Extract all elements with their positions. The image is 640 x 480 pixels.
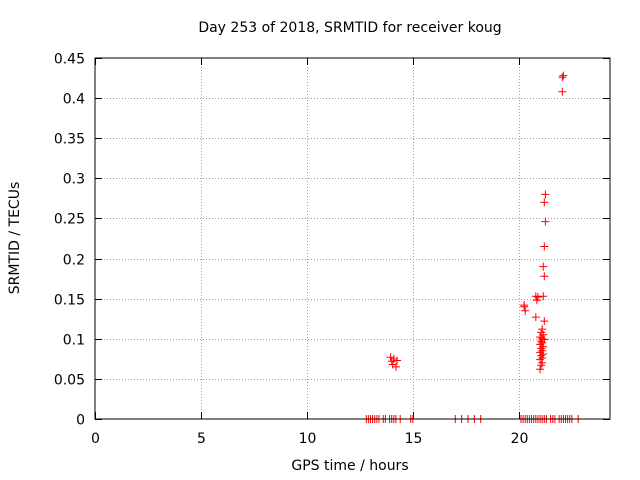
- data-point: [539, 292, 548, 301]
- chart-title: Day 253 of 2018, SRMTID for receiver kou…: [198, 20, 501, 36]
- data-point: [521, 306, 530, 315]
- y-tick-label: 0.4: [63, 92, 85, 108]
- x-tick-label: 5: [197, 431, 206, 447]
- data-point: [540, 198, 549, 207]
- data-point: [536, 340, 545, 349]
- y-tick-label: 0.2: [63, 253, 85, 269]
- y-tick-labels: 0 0.05 0.1 0.15 0.2 0.25 0.3 0.35 0.4 0.45: [54, 52, 85, 429]
- x-tick-label: 10: [299, 431, 317, 447]
- y-axis-label: SRMTID / TECUs: [7, 182, 23, 295]
- data-point: [537, 328, 546, 337]
- x-tick-label: 20: [511, 431, 529, 447]
- data-point: [539, 350, 548, 359]
- data-point: [531, 313, 540, 322]
- data-point: [536, 355, 545, 364]
- data-point: [540, 272, 549, 281]
- y-tick-label: 0.3: [63, 172, 85, 188]
- data-point: [538, 325, 547, 334]
- data-point: [541, 217, 550, 226]
- grid-lines: [95, 58, 610, 419]
- tick-marks: [95, 58, 610, 420]
- data-point: [539, 262, 548, 271]
- data-point: [393, 356, 402, 365]
- data-point: [540, 242, 549, 251]
- data-point: [537, 351, 546, 360]
- data-point: [389, 354, 398, 363]
- y-tick-label: 0.25: [54, 212, 85, 228]
- data-point: [536, 365, 545, 374]
- data-point: [540, 317, 549, 326]
- y-tick-label: 0.35: [54, 132, 85, 148]
- data-point: [558, 73, 567, 82]
- data-point: [520, 302, 529, 311]
- y-tick-label: 0.45: [54, 52, 85, 68]
- x-tick-label: 0: [91, 431, 100, 447]
- data-point: [559, 71, 568, 80]
- y-tick-label: 0.15: [54, 293, 85, 309]
- x-tick-label: 15: [405, 431, 423, 447]
- data-point: [531, 292, 540, 301]
- plot-frame: [94, 57, 611, 420]
- data-point: [391, 362, 400, 371]
- data-point: [537, 344, 546, 353]
- y-tick-label: 0: [76, 413, 85, 429]
- data-point: [532, 296, 541, 305]
- x-axis-label: GPS time / hours: [291, 458, 408, 474]
- data-point: [533, 293, 542, 302]
- data-point: [386, 353, 395, 362]
- y-tick-label: 0.1: [63, 333, 85, 349]
- data-point: [541, 190, 550, 199]
- data-point: [538, 334, 547, 343]
- x-tick-labels: 0 5 10 15 20: [91, 431, 528, 447]
- data-point: [536, 348, 545, 357]
- y-tick-label: 0.05: [54, 373, 85, 389]
- data-point: [540, 335, 549, 344]
- data-point: [558, 87, 567, 96]
